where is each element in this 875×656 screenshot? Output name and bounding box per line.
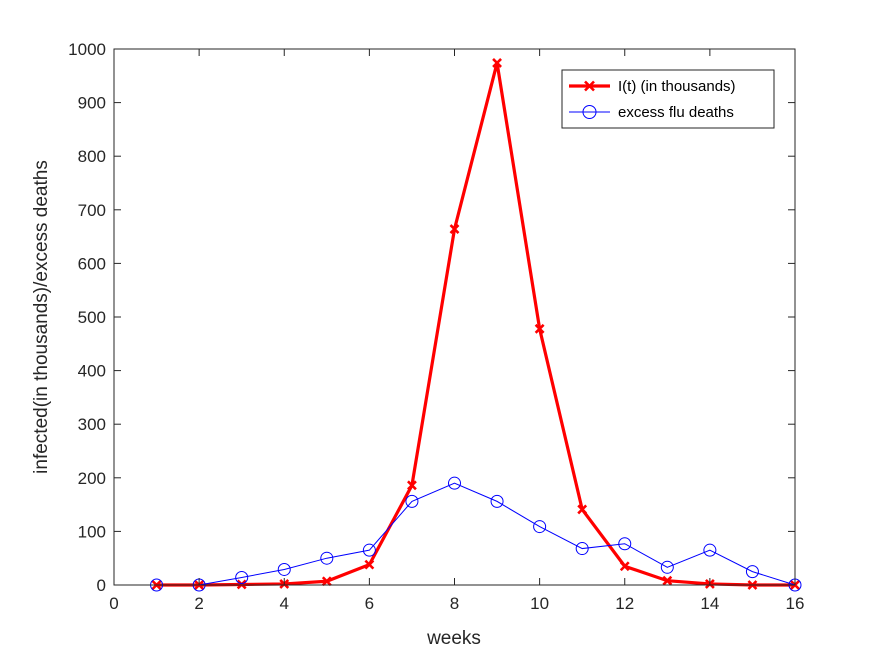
- series-1-point: [619, 561, 630, 572]
- y-tick-label: 100: [78, 522, 106, 541]
- series-1-point: [492, 58, 502, 68]
- series-1-point: [449, 224, 460, 235]
- legend-label: excess flu deaths: [618, 104, 734, 121]
- y-tick-label: 400: [78, 362, 106, 381]
- y-tick-label: 600: [78, 254, 106, 273]
- series-2-point: [703, 543, 717, 557]
- series-2-point: [320, 551, 334, 565]
- series-1-point: [236, 579, 247, 590]
- series-1-point: [662, 575, 673, 586]
- x-tick-label: 0: [109, 594, 118, 613]
- series-1-line: [156, 62, 795, 587]
- series-2-point: [277, 562, 291, 576]
- y-tick-label: 1000: [68, 40, 106, 59]
- series-2-point: [533, 520, 547, 534]
- series-2-point: [490, 494, 504, 508]
- series-1-point: [364, 559, 375, 570]
- legend: I(t) (in thousands) excess flu deaths: [561, 69, 775, 129]
- x-tick-label: 4: [280, 594, 289, 613]
- y-tick-label: 200: [78, 469, 106, 488]
- series-1-point: [534, 323, 545, 334]
- series-2-point: [575, 542, 589, 556]
- y-tick-label: 900: [78, 94, 106, 113]
- x-tick-label: 14: [700, 594, 719, 613]
- y-tick-label: 0: [97, 576, 106, 595]
- x-tick-label: 10: [530, 594, 549, 613]
- series-layer: [150, 58, 802, 592]
- x-tick-label: 16: [786, 594, 805, 613]
- x-tick-label: 12: [615, 594, 634, 613]
- series-2-line: [156, 482, 796, 586]
- series-2: [150, 476, 802, 592]
- legend-box: [561, 69, 775, 129]
- series-2-point: [405, 494, 419, 508]
- legend-swatch-marker: [584, 80, 595, 92]
- series-2-point: [660, 560, 674, 574]
- x-axis-label: weeks: [426, 628, 481, 649]
- series-1-point: [407, 480, 417, 491]
- plot-area: [114, 49, 795, 585]
- y-tick-label: 800: [78, 147, 106, 166]
- x-tick-label: 8: [450, 594, 459, 613]
- series-1-point: [321, 576, 332, 587]
- axes-layer: 0 2 4 6 8 10 12 14 16 0 100 200 300 400 500 600 700 800 90…: [68, 40, 804, 613]
- series-1: [151, 58, 800, 590]
- x-tick-label: 2: [194, 594, 203, 613]
- legend-label: I(t) (in thousands): [618, 78, 736, 95]
- series-1-point: [577, 504, 588, 515]
- y-axis-label: infected(in thousands)/excess deaths: [31, 160, 52, 474]
- y-tick-label: 500: [78, 308, 106, 327]
- series-2-point: [618, 537, 632, 551]
- legend-swatch-marker: [582, 105, 597, 119]
- y-tick-label: 700: [78, 201, 106, 220]
- series-2-point: [362, 543, 376, 557]
- series-2-point: [745, 565, 759, 579]
- y-tick-label: 300: [78, 415, 106, 434]
- x-tick-label: 6: [365, 594, 374, 613]
- series-2-point: [235, 570, 249, 584]
- series-2-point: [448, 476, 461, 490]
